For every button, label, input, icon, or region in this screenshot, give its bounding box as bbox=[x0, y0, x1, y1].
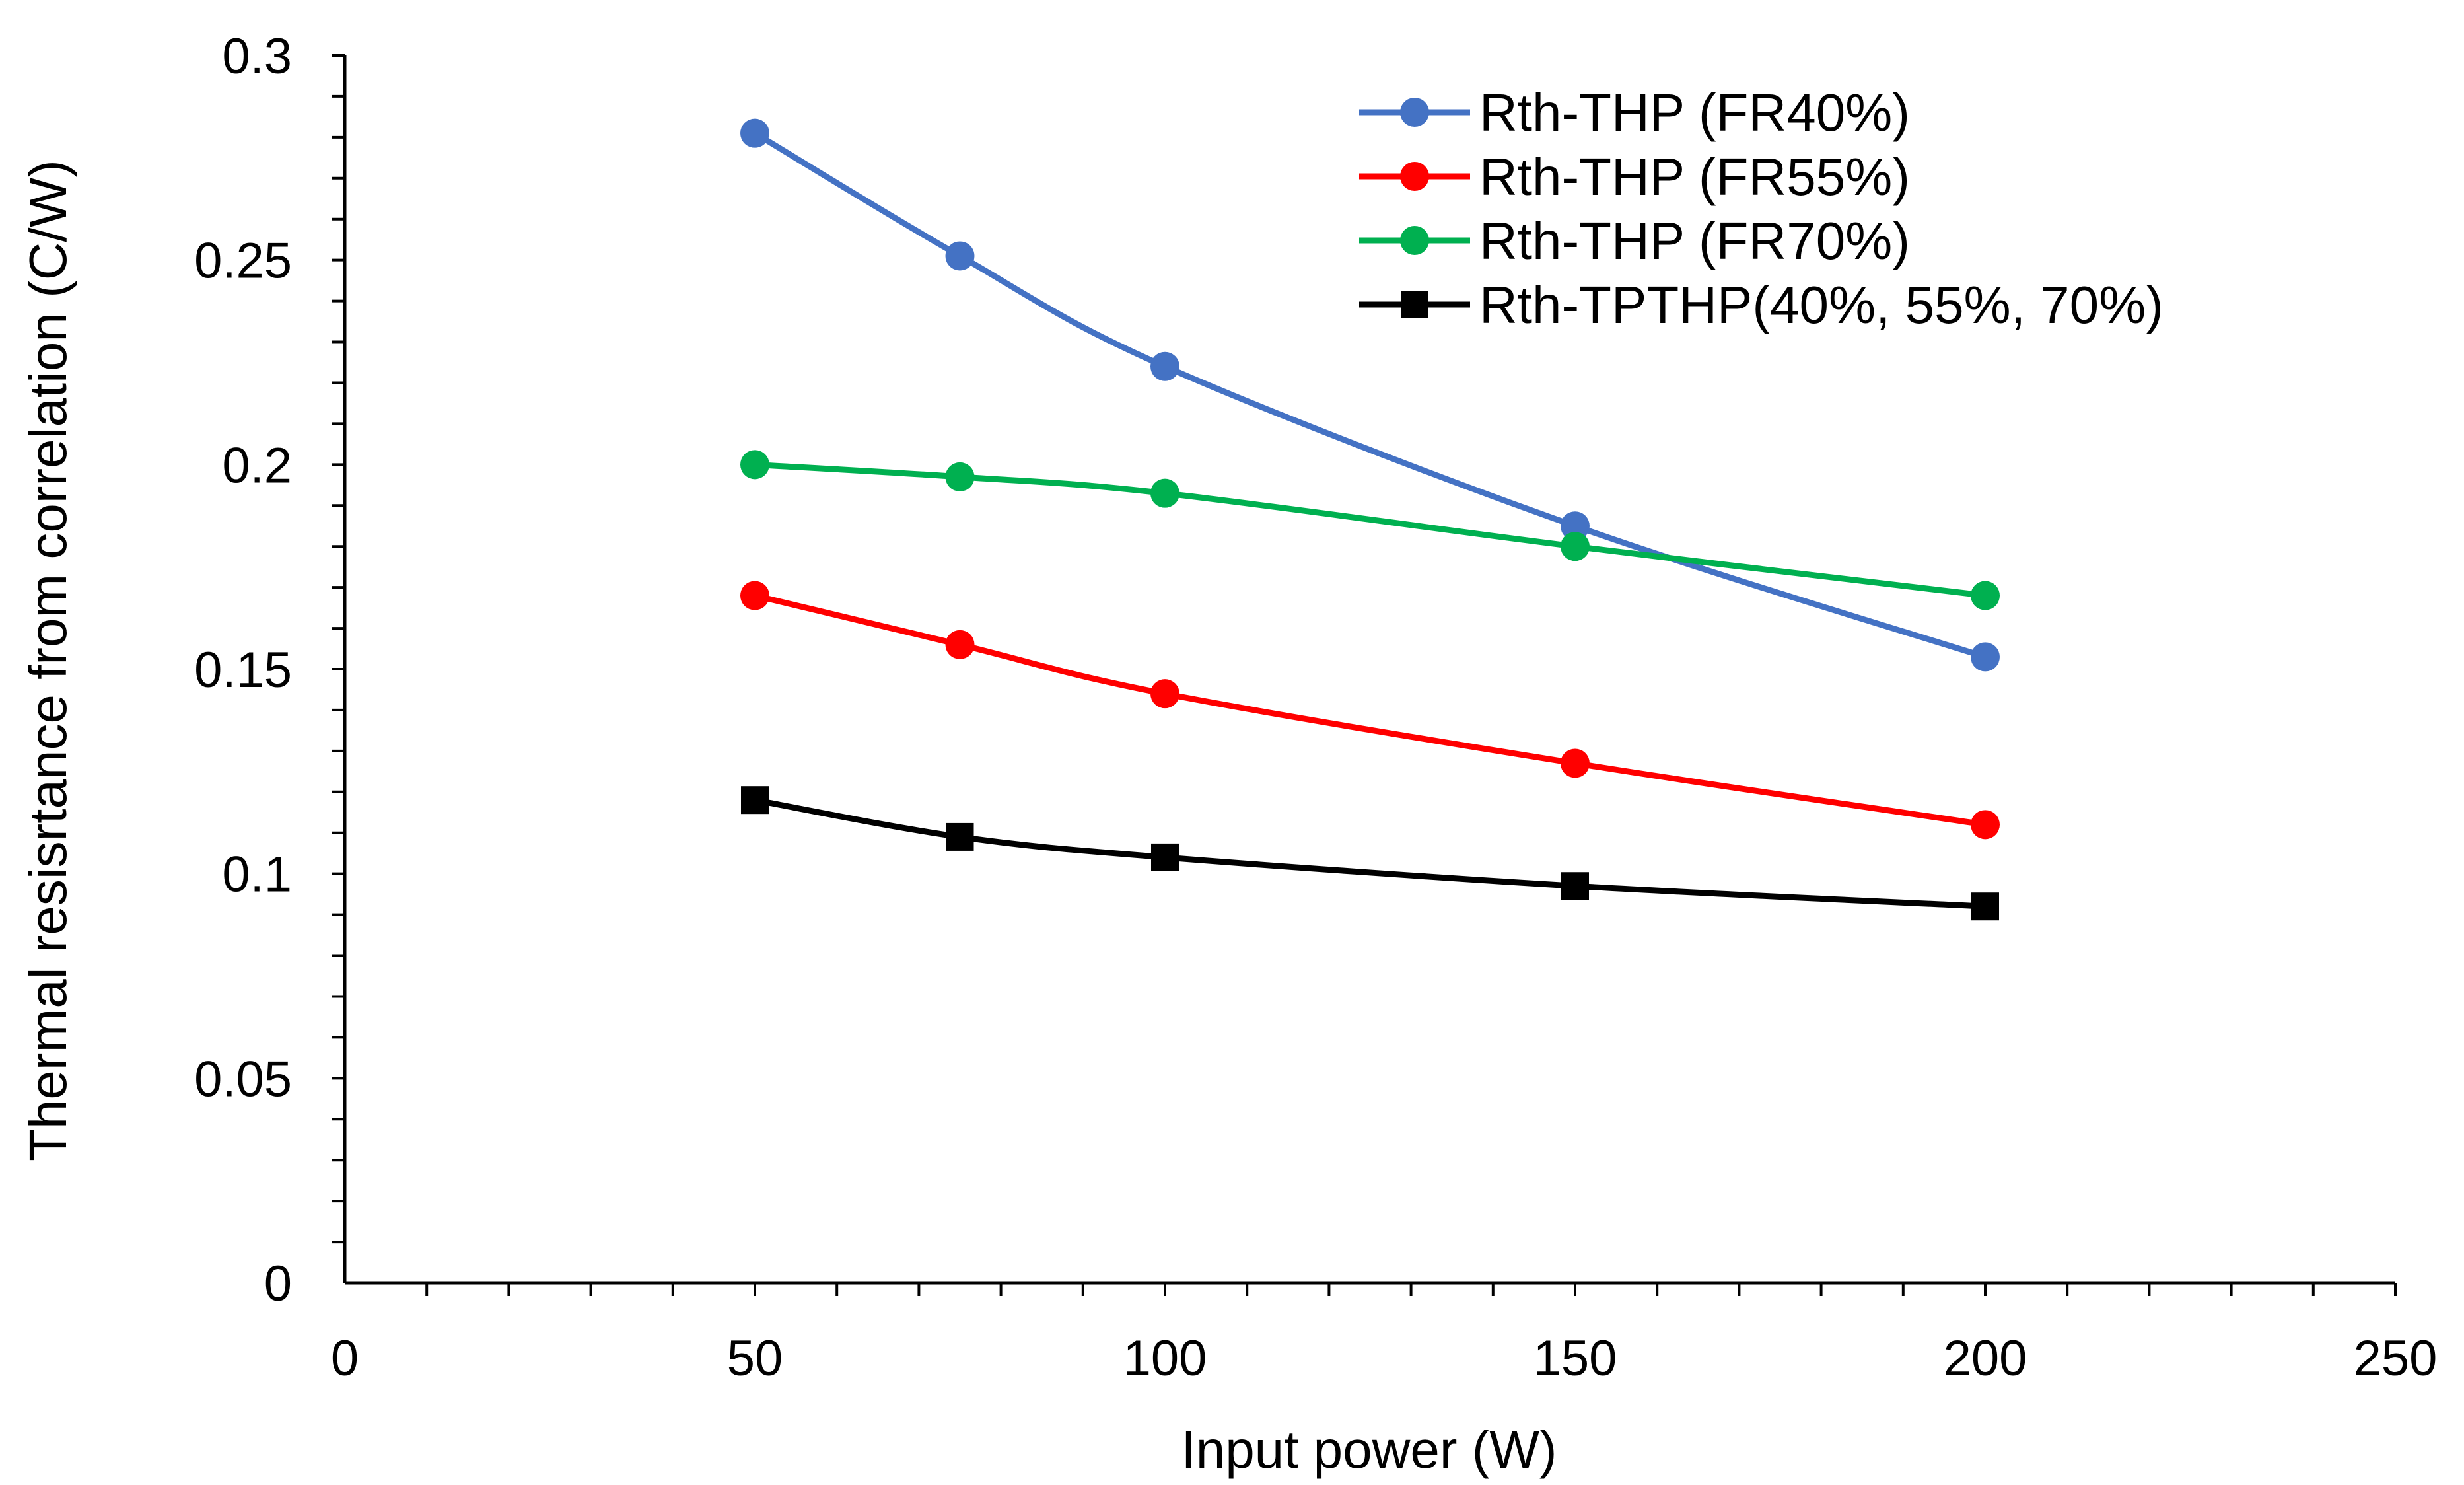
y-axis-title: Thermal resisrtance from correlation (C/… bbox=[18, 160, 77, 1161]
y-tick-label: 0.15 bbox=[194, 642, 292, 698]
legend-label: Rth-THP (FR40%) bbox=[1479, 83, 1910, 142]
axes bbox=[343, 55, 2395, 1285]
data-point-circle bbox=[1971, 642, 2000, 672]
legend-label: Rth-TPTHP(40%, 55%, 70%) bbox=[1479, 275, 2164, 334]
data-point-circle bbox=[945, 630, 975, 659]
x-tick-label: 50 bbox=[727, 1330, 783, 1387]
series-line-4 bbox=[752, 797, 1989, 910]
legend-label: Rth-THP (FR55%) bbox=[1479, 147, 1910, 206]
data-point-circle bbox=[1971, 581, 2000, 610]
y-tick-label: 0.25 bbox=[194, 233, 292, 289]
series-line-1 bbox=[752, 130, 1989, 660]
series-line-3 bbox=[752, 461, 1989, 599]
data-point-square bbox=[1561, 872, 1589, 900]
data-point-circle bbox=[1561, 532, 1590, 561]
y-tick-label: 0 bbox=[264, 1256, 292, 1312]
data-point-circle bbox=[945, 462, 975, 491]
data-point-circle bbox=[1150, 478, 1179, 508]
data-point-circle bbox=[740, 450, 769, 480]
y-tick-labels: 0 0.05 0.1 0.15 0.2 0.25 0.3 bbox=[194, 28, 292, 1312]
series-line-2 bbox=[752, 593, 1989, 828]
legend-marker-circle bbox=[1400, 98, 1429, 127]
data-point-circle bbox=[1561, 748, 1590, 778]
x-tick-label: 150 bbox=[1533, 1330, 1617, 1387]
data-point-square bbox=[741, 786, 769, 815]
x-tick-label: 0 bbox=[331, 1330, 359, 1387]
series-lines bbox=[752, 130, 1989, 910]
data-point-circle bbox=[740, 118, 769, 148]
legend: Rth-THP (FR40%)Rth-THP (FR55%)Rth-THP (F… bbox=[1359, 83, 2164, 334]
series-markers bbox=[740, 118, 2000, 921]
data-point-square bbox=[1151, 843, 1179, 871]
data-point-square bbox=[1971, 892, 1999, 921]
y-tick-label: 0.2 bbox=[222, 437, 292, 493]
x-axis-title: Input power (W) bbox=[1181, 1420, 1557, 1479]
legend-marker-circle bbox=[1400, 226, 1429, 255]
data-point-circle bbox=[1150, 679, 1179, 709]
x-tick-label: 200 bbox=[1944, 1330, 2027, 1387]
y-tick-label: 0.05 bbox=[194, 1051, 292, 1107]
data-point-square bbox=[946, 822, 974, 851]
data-point-circle bbox=[740, 581, 769, 610]
legend-marker-circle bbox=[1400, 162, 1429, 191]
x-tick-labels: 0 50 100 150 200 250 bbox=[331, 1330, 2438, 1387]
data-point-circle bbox=[1561, 511, 1590, 541]
x-tick-label: 100 bbox=[1123, 1330, 1207, 1387]
data-point-circle bbox=[1971, 810, 2000, 840]
legend-marker-square bbox=[1401, 291, 1428, 318]
x-tick-label: 250 bbox=[2354, 1330, 2438, 1387]
data-point-circle bbox=[1150, 351, 1179, 381]
legend-label: Rth-THP (FR70%) bbox=[1479, 211, 1910, 270]
data-point-circle bbox=[945, 241, 975, 271]
y-tick-label: 0.3 bbox=[222, 28, 292, 85]
y-tick-label: 0.1 bbox=[222, 847, 292, 903]
minor-ticks bbox=[332, 54, 2397, 1296]
